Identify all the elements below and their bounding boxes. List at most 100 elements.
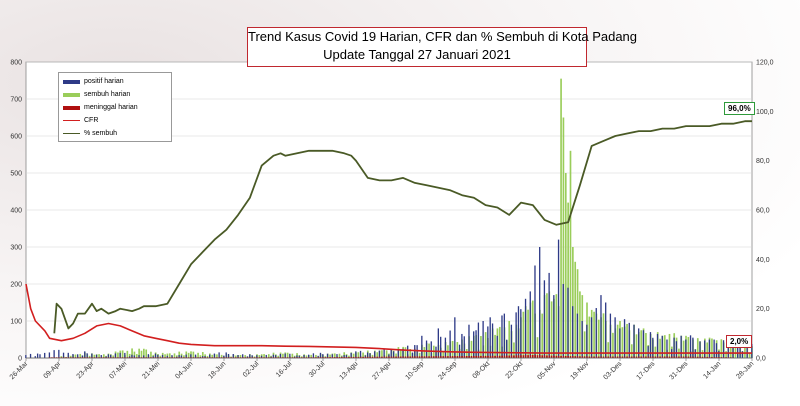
legend-swatch-sembuh (63, 92, 80, 97)
bar-meninggal (654, 356, 657, 358)
bar-positif (185, 354, 187, 358)
bar-meninggal (352, 356, 355, 358)
bar-meninggal (473, 355, 475, 358)
bar-positif (463, 336, 465, 358)
bar-meninggal (588, 356, 591, 358)
bar-positif (143, 355, 145, 358)
bar-meninggal (364, 356, 367, 358)
bar-positif (692, 337, 694, 358)
bar-meninggal (567, 356, 569, 358)
bar-positif (567, 287, 569, 358)
bar-positif (496, 335, 498, 358)
pct-sembuh-line (53, 120, 752, 334)
bar-meninggal (404, 356, 407, 358)
bar-positif (178, 355, 180, 358)
chart-title-box: Trend Kasus Covid 19 Harian, CFR dan % S… (247, 27, 637, 67)
y-left-tick-label: 0 (18, 356, 22, 363)
bar-positif (475, 330, 477, 358)
y-right-tick-label: 20,0 (756, 306, 770, 313)
x-tick-label: 05-Nov (536, 360, 557, 381)
bar-meninggal (652, 356, 654, 358)
bar-sembuh (263, 354, 265, 358)
bar-sembuh (418, 352, 421, 358)
bar-sembuh (404, 347, 407, 358)
bar-positif (397, 349, 399, 358)
bar-positif (737, 340, 739, 358)
bar-positif (84, 351, 86, 358)
bar-positif (364, 355, 366, 358)
bar-meninggal (463, 356, 466, 358)
bar-meninggal (682, 356, 685, 358)
bar-positif (699, 341, 701, 358)
bar-positif (461, 333, 463, 358)
bar-meninggal (546, 355, 548, 358)
bar-sembuh (635, 334, 638, 358)
bar-positif (557, 239, 560, 358)
bar-positif (647, 346, 649, 358)
bar-meninggal (348, 356, 350, 358)
bar-meninggal (395, 356, 397, 358)
bar-meninggal (602, 356, 605, 358)
bar-sembuh (748, 352, 751, 358)
bar-positif (359, 350, 362, 358)
bar-meninggal (506, 355, 508, 358)
bar-positif (246, 356, 249, 358)
bar-sembuh (696, 338, 699, 358)
bar-positif (666, 339, 668, 358)
legend-item-positif: positif harian (63, 77, 124, 86)
bar-sembuh (338, 353, 341, 358)
bar-meninggal (513, 355, 515, 358)
bar-meninggal (494, 355, 496, 358)
bar-positif (473, 331, 475, 358)
bar-meninggal (725, 357, 727, 358)
bar-sembuh (574, 261, 577, 358)
bar-positif (402, 348, 404, 358)
bar-positif (534, 265, 536, 358)
bar-meninggal (480, 355, 482, 358)
bar-positif (440, 336, 442, 358)
bar-positif (279, 354, 282, 358)
bar-meninggal (385, 356, 388, 358)
bar-meninggal (425, 356, 428, 358)
y-right-tick-label: 0,0 (756, 356, 766, 363)
bar-meninggal (343, 356, 346, 358)
bar-sembuh (522, 311, 525, 358)
bar-positif (430, 341, 432, 358)
bar-meninggal (508, 355, 511, 358)
bar-positif (317, 355, 319, 358)
bar-positif (741, 351, 744, 358)
legend-line-cfr (63, 120, 80, 121)
bar-positif (331, 354, 333, 358)
bar-positif (543, 280, 546, 358)
bar-sembuh (687, 337, 690, 358)
bar-meninggal (475, 355, 478, 358)
bar-sembuh (329, 354, 331, 358)
bar-meninggal (317, 357, 320, 358)
y-left-tick-label: 200 (10, 282, 22, 289)
bar-meninggal (470, 355, 473, 358)
bar-meninggal (645, 356, 647, 358)
bar-meninggal (534, 355, 536, 358)
bar-positif (154, 353, 157, 358)
bar-sembuh (484, 332, 487, 358)
y-right-tick-label: 120,0 (756, 60, 774, 67)
bar-positif (510, 324, 513, 358)
bar-positif (600, 295, 602, 358)
bar-sembuh (282, 353, 284, 358)
bar-meninggal (501, 355, 503, 358)
bar-sembuh (725, 351, 727, 358)
bar-sembuh (706, 342, 709, 358)
legend: positif harian sembuh harian meninggal h… (58, 72, 172, 142)
bar-positif (39, 354, 41, 358)
bar-meninggal (333, 357, 336, 358)
bar-meninggal (550, 355, 553, 358)
bar-positif (44, 352, 46, 358)
bar-meninggal (609, 356, 612, 358)
bar-meninggal (569, 356, 572, 358)
bar-sembuh (201, 352, 204, 358)
legend-item-cfr: CFR (63, 116, 98, 125)
bar-positif (529, 291, 531, 358)
legend-swatch-meninggal (63, 105, 80, 110)
bar-sembuh (531, 300, 534, 358)
bar-sembuh (385, 350, 388, 358)
